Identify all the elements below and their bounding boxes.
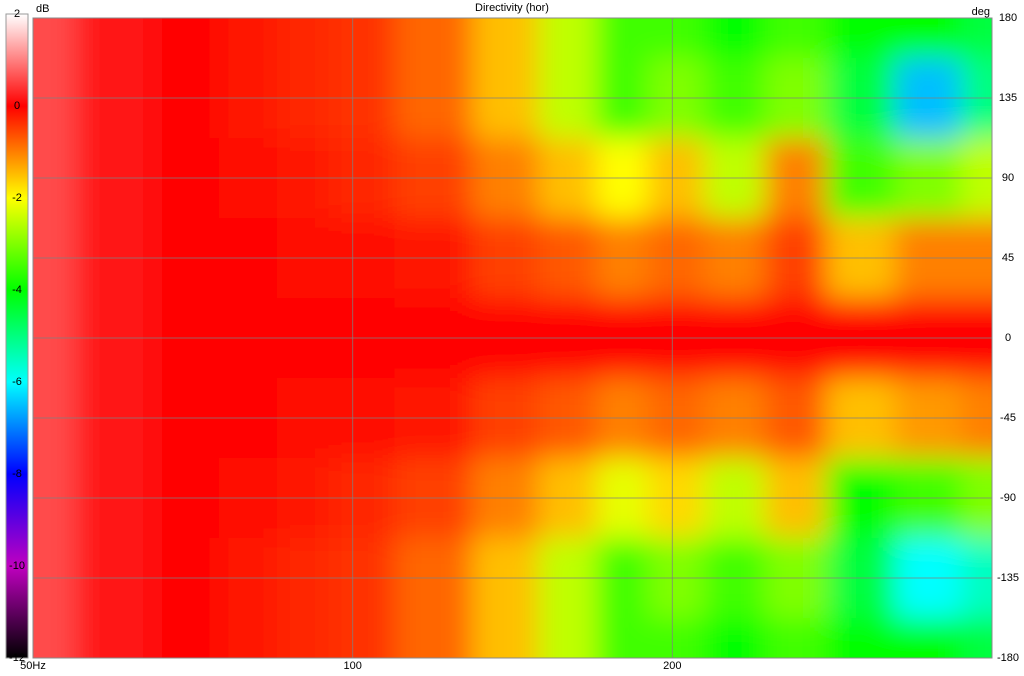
heat-cell — [394, 18, 473, 59]
colorbar-tick-label: -6 — [12, 376, 22, 388]
y-tick-label: -90 — [1000, 492, 1016, 504]
y-tick-label: 45 — [1002, 252, 1014, 264]
heat-cell — [596, 18, 649, 59]
heat-cell — [894, 618, 962, 658]
heat-cell — [152, 18, 220, 59]
heat-cell — [894, 18, 962, 59]
heat-cell — [75, 18, 154, 59]
heat-cell — [704, 618, 766, 658]
heat-cell — [218, 18, 278, 59]
y-tick-label: 180 — [999, 12, 1017, 24]
y-tick-label: -45 — [1000, 412, 1016, 424]
heat-cell — [472, 18, 540, 59]
heat-cell — [648, 18, 706, 59]
plot-frame — [32, 17, 993, 659]
heat-cell — [33, 18, 76, 59]
y-tick-label: 135 — [999, 92, 1017, 104]
heat-cell — [826, 18, 896, 59]
heat-cell — [596, 618, 649, 658]
heat-cell — [276, 618, 329, 658]
colorbar-tick-label: 2 — [14, 8, 20, 20]
heat-cell — [75, 618, 154, 658]
colorbar-tick-label: -2 — [12, 192, 22, 204]
heat-cell — [538, 618, 598, 658]
colorbar-label: dB — [36, 3, 49, 15]
heat-cell — [538, 18, 598, 59]
y-tick-label: 90 — [1002, 172, 1014, 184]
heat-cell — [961, 618, 992, 658]
heat-cell — [33, 618, 76, 658]
heat-cell — [472, 618, 540, 658]
heat-cell — [826, 618, 896, 658]
y-tick-label: -180 — [997, 652, 1019, 664]
colorbar-tick-label: -10 — [9, 560, 25, 572]
x-tick-label: 200 — [663, 660, 681, 672]
y-tick-label: -135 — [997, 572, 1019, 584]
chart-title: Directivity (hor) — [475, 2, 549, 14]
y-axis-label: deg — [972, 6, 990, 18]
colorbar-tick-label: -4 — [12, 284, 22, 296]
colorbar-tick-label: 0 — [14, 100, 20, 112]
heat-cell — [765, 18, 827, 59]
heat-cell — [276, 18, 329, 59]
heat-cell — [704, 18, 766, 59]
heat-cell — [394, 618, 473, 658]
x-tick-label: 50Hz — [20, 660, 46, 672]
heat-cell — [765, 618, 827, 658]
colorbar-tick-label: -12 — [9, 652, 25, 664]
heat-cell — [961, 18, 992, 59]
heat-cell — [648, 618, 706, 658]
heat-cell — [218, 618, 278, 658]
colorbar — [5, 13, 29, 659]
y-tick-label: 0 — [1005, 332, 1011, 344]
heat-cell — [328, 618, 396, 658]
colorbar-tick-label: -8 — [12, 468, 22, 480]
x-tick-label: 100 — [343, 660, 361, 672]
heat-cell — [152, 618, 220, 658]
heat-cell — [328, 18, 396, 59]
